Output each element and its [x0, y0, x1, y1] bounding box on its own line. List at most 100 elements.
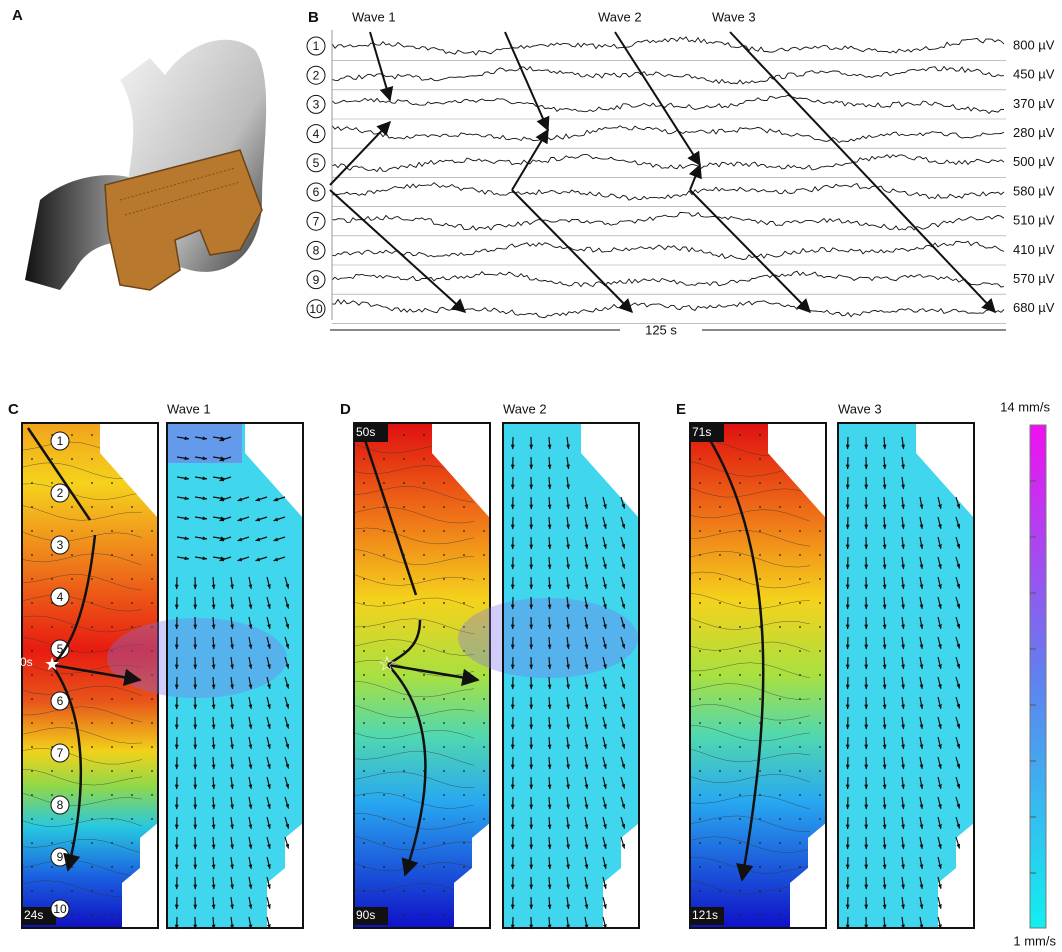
electrode-dot: [819, 794, 821, 796]
electrode-dot: [383, 578, 385, 580]
electrode-dot: [759, 794, 761, 796]
velocity-vector: [938, 917, 941, 929]
electrode-dot: [151, 746, 153, 748]
electrode-dot: [31, 674, 33, 676]
electrode-dot: [483, 746, 485, 748]
electrode-dot: [363, 842, 365, 844]
electrode-dot: [91, 890, 93, 892]
panel-label: C: [8, 401, 19, 418]
electrode-dot: [819, 578, 821, 580]
electrode-dot: [403, 506, 405, 508]
electrode-dot: [71, 434, 73, 436]
electrode-dot: [71, 650, 73, 652]
electrode-dot: [383, 602, 385, 604]
electrode-dot: [443, 482, 445, 484]
electrode-dot: [403, 746, 405, 748]
electrode-dot: [739, 674, 741, 676]
electrode-dot: [699, 794, 701, 796]
electrode-dot: [383, 866, 385, 868]
time-label: 121s: [692, 908, 718, 922]
electrode-dot: [383, 818, 385, 820]
electrode-dot: [719, 650, 721, 652]
electrode-dot: [363, 578, 365, 580]
electrode-dot: [71, 746, 73, 748]
electrode-dot: [151, 722, 153, 724]
electrode-dot: [699, 698, 701, 700]
electrode-dot: [719, 506, 721, 508]
velocity-vector: [938, 897, 941, 909]
amplitude-label: 450 µV: [1013, 67, 1055, 82]
electrode-dot: [699, 818, 701, 820]
electrode-dot: [423, 506, 425, 508]
electrode-dot: [71, 482, 73, 484]
electrode-dot: [799, 530, 801, 532]
electrode-dot: [363, 650, 365, 652]
electrode-dot: [363, 506, 365, 508]
electrode-dot: [759, 770, 761, 772]
electrode-dot: [363, 746, 365, 748]
electrode-dot: [463, 506, 465, 508]
electrode-dot: [483, 818, 485, 820]
electrode-number: 9: [57, 850, 64, 864]
electrode-dot: [363, 698, 365, 700]
electrode-dot: [31, 530, 33, 532]
electrode-dot: [151, 794, 153, 796]
electrode-dot: [423, 914, 425, 916]
electrode-dot: [111, 866, 113, 868]
electrode-dot: [463, 698, 465, 700]
electrode-dot: [799, 698, 801, 700]
electrode-dot: [91, 434, 93, 436]
electrode-number: 8: [57, 798, 64, 812]
electrode-dot: [799, 866, 801, 868]
electrode-dot: [31, 578, 33, 580]
electrode-dot: [483, 770, 485, 772]
electrode-dot: [779, 674, 781, 676]
electrode-dot: [151, 818, 153, 820]
electrode-dot: [719, 842, 721, 844]
time-label: 0s: [20, 655, 33, 669]
channel-number: 7: [313, 214, 320, 228]
electrode-dot: [31, 866, 33, 868]
electrode-dot: [383, 530, 385, 532]
electrode-dot: [111, 602, 113, 604]
electrode-dot: [759, 818, 761, 820]
amplitude-label: 570 µV: [1013, 271, 1055, 286]
electrode-dot: [51, 722, 53, 724]
figure: ABWave 1Wave 2Wave 31800 µV2450 µV3370 µ…: [0, 0, 1062, 952]
electrode-dot: [363, 554, 365, 556]
wave-label: Wave 2: [598, 9, 642, 24]
electrode-dot: [799, 746, 801, 748]
electrode-dot: [443, 650, 445, 652]
trace: [332, 95, 1004, 113]
electrode-dot: [799, 578, 801, 580]
electrode-dot: [71, 794, 73, 796]
electrode-dot: [819, 554, 821, 556]
electrode-dot: [423, 818, 425, 820]
electrode-dot: [403, 842, 405, 844]
electrode-dot: [719, 770, 721, 772]
electrode-dot: [403, 530, 405, 532]
velocity-vector: [603, 917, 606, 929]
electrode-dot: [71, 818, 73, 820]
electrode-dot: [91, 578, 93, 580]
electrode-dot: [91, 722, 93, 724]
electrode-dot: [759, 698, 761, 700]
electrode-dot: [739, 626, 741, 628]
channel-number: 6: [313, 185, 320, 199]
electrode-dot: [91, 626, 93, 628]
electrode-dot: [403, 458, 405, 460]
stomach-illustration: [25, 40, 266, 290]
electrode-dot: [423, 530, 425, 532]
electrode-dot: [759, 866, 761, 868]
electrode-dot: [91, 458, 93, 460]
trace: [332, 271, 1004, 287]
amplitude-label: 510 µV: [1013, 213, 1055, 228]
electrode-dot: [91, 530, 93, 532]
electrode-dot: [131, 626, 133, 628]
electrode-dot: [699, 722, 701, 724]
electrode-dot: [423, 482, 425, 484]
electrode-dot: [699, 626, 701, 628]
electrode-number: 10: [53, 902, 67, 916]
electrode-dot: [799, 818, 801, 820]
electrode-dot: [719, 746, 721, 748]
